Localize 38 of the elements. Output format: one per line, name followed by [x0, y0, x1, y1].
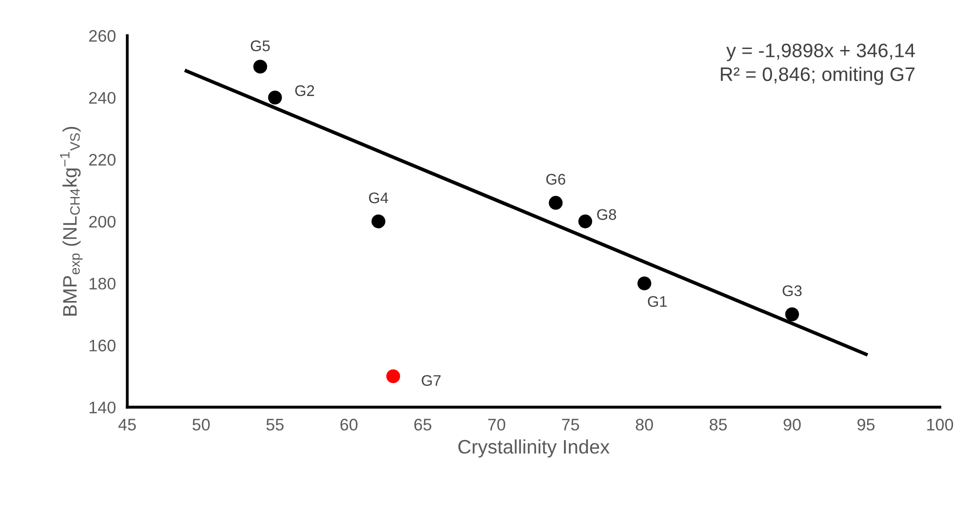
x-tick-label: 65 [414, 418, 432, 431]
x-tick-label: 75 [562, 418, 580, 431]
x-tick-label: 50 [192, 418, 210, 431]
point [548, 196, 563, 210]
y-tick-label: 180 [90, 278, 116, 290]
y-tick-label: 260 [89, 30, 116, 42]
point [253, 60, 268, 74]
x-tick-label: 90 [784, 418, 801, 431]
annotation: G5 [250, 40, 270, 52]
annotation: G4 [369, 192, 388, 204]
annotation: G7 [422, 375, 441, 386]
annotation: G2 [295, 85, 314, 96]
x-tick-label: 95 [857, 418, 875, 431]
point [386, 369, 400, 384]
y-tick-label: 240 [89, 92, 116, 104]
point [268, 90, 282, 104]
x-tick-label: 80 [636, 418, 653, 431]
annotation: G3 [782, 285, 802, 296]
point [578, 214, 592, 228]
point [372, 214, 386, 228]
x-axis-title: Crystallinity Index [458, 439, 610, 458]
y-tick-label: 220 [89, 154, 116, 166]
annotation: G1 [648, 296, 667, 307]
y-tick-label: 160 [90, 340, 116, 352]
y-tick-label: 200 [89, 216, 116, 228]
x-tick-label: 85 [710, 418, 727, 431]
annotation: G8 [597, 209, 616, 220]
point [785, 307, 800, 322]
x-tick-label: 70 [488, 418, 506, 431]
y-tick-label: 140 [90, 402, 116, 414]
x-tick-label: 100 [927, 418, 954, 431]
x-tick-label: 55 [266, 418, 284, 431]
x-tick-label: 45 [118, 418, 136, 431]
annotation: y = -1,9898x + 346,14 R² = 0,846; omiting G7 [720, 44, 915, 85]
x-tick-label: 60 [340, 418, 358, 431]
point [637, 276, 652, 290]
y-axis-title: BMP$_{exp}$ (NL$_{CH4}$kg$^{−1}$$_{VS}$) [60, 126, 83, 316]
annotation: G6 [546, 174, 566, 185]
